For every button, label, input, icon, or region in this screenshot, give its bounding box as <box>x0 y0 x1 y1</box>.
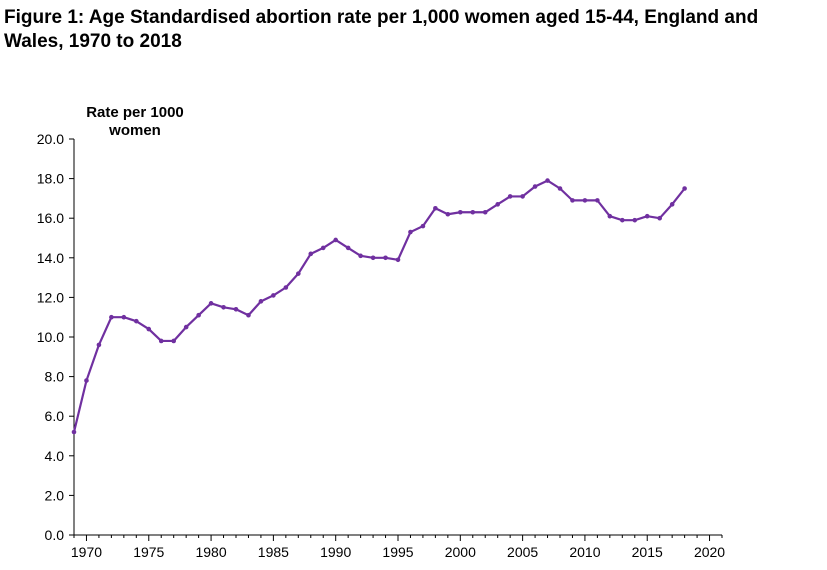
data-point <box>158 338 164 344</box>
y-tick-label: 4.0 <box>45 448 65 464</box>
data-point <box>134 318 139 324</box>
data-point <box>458 209 463 215</box>
data-point <box>308 251 314 257</box>
data-point <box>109 314 114 320</box>
data-point <box>644 213 650 219</box>
x-tick-label: 1995 <box>382 544 413 560</box>
x-tick-label: 1990 <box>320 544 351 560</box>
data-point <box>420 223 426 229</box>
data-point <box>221 305 226 310</box>
data-point <box>283 285 289 290</box>
x-tick-label: 2015 <box>632 544 663 560</box>
y-tick-label: 10.0 <box>37 329 64 345</box>
data-point <box>345 245 351 251</box>
y-tick-label: 12.0 <box>37 289 64 305</box>
data-point <box>171 338 176 344</box>
data-point <box>395 257 401 263</box>
data-point <box>632 217 638 223</box>
data-point <box>71 429 77 435</box>
x-tick-label: 2020 <box>694 544 725 560</box>
axes <box>73 139 722 536</box>
data-point <box>470 209 476 215</box>
data-point <box>246 312 251 318</box>
x-tick-label: 1970 <box>71 544 102 560</box>
data-point <box>258 299 264 304</box>
data-point <box>271 293 276 298</box>
y-tick-label: 0.0 <box>45 527 65 543</box>
data-point <box>595 198 600 203</box>
x-tick-label: 2000 <box>445 544 476 560</box>
series-line <box>72 179 686 433</box>
data-point <box>121 314 127 320</box>
data-point <box>383 255 388 261</box>
data-point <box>495 202 500 207</box>
data-point <box>333 237 338 243</box>
y-axis-ticks: 0.0 2.0 4.0 6.0 8.0 10.0 12.0 14.0 16.0 18.0 20.0 <box>37 131 74 543</box>
y-tick-label: 16.0 <box>37 210 64 226</box>
x-tick-label: 1975 <box>133 544 164 560</box>
y-tick-label: 18.0 <box>37 171 64 187</box>
data-point <box>320 245 326 251</box>
data-point <box>620 217 625 223</box>
data-point <box>408 229 413 235</box>
data-point <box>669 202 675 207</box>
data-point <box>657 215 662 221</box>
data-point <box>146 326 152 332</box>
data-point <box>682 186 687 191</box>
data-point <box>84 378 89 383</box>
data-point <box>582 198 588 203</box>
x-tick-label: 2005 <box>507 544 538 560</box>
x-axis-ticks: 1970 1975 1980 1985 1990 1995 2000 2005 2010 2015… <box>71 535 725 560</box>
data-point <box>196 312 201 318</box>
x-tick-label: 1980 <box>195 544 226 560</box>
y-tick-label: 14.0 <box>37 250 64 266</box>
data-point <box>370 255 376 261</box>
y-tick-label: 20.0 <box>37 131 64 147</box>
y-tick-label: 2.0 <box>45 487 65 503</box>
data-point <box>520 194 525 199</box>
data-point <box>96 342 102 348</box>
data-point <box>570 198 575 203</box>
x-tick-label: 1985 <box>258 544 289 560</box>
data-point <box>545 178 550 183</box>
data-point <box>208 301 214 306</box>
data-point <box>233 306 239 312</box>
y-tick-label: 8.0 <box>45 369 65 385</box>
data-point <box>445 211 451 217</box>
data-point <box>607 213 613 219</box>
data-point <box>507 194 513 199</box>
data-point <box>532 184 538 189</box>
y-tick-label: 6.0 <box>45 408 65 424</box>
x-tick-label: 2010 <box>569 544 600 560</box>
y-axis-label: Rate per 1000 women <box>86 104 184 139</box>
data-point <box>482 209 488 215</box>
data-point <box>557 186 563 191</box>
data-series <box>71 178 687 435</box>
data-point <box>296 271 301 276</box>
data-point <box>433 206 438 211</box>
data-point <box>358 253 363 259</box>
chart-title: Figure 1: Age Standardised abortion rate… <box>4 7 759 52</box>
data-point <box>183 324 189 330</box>
